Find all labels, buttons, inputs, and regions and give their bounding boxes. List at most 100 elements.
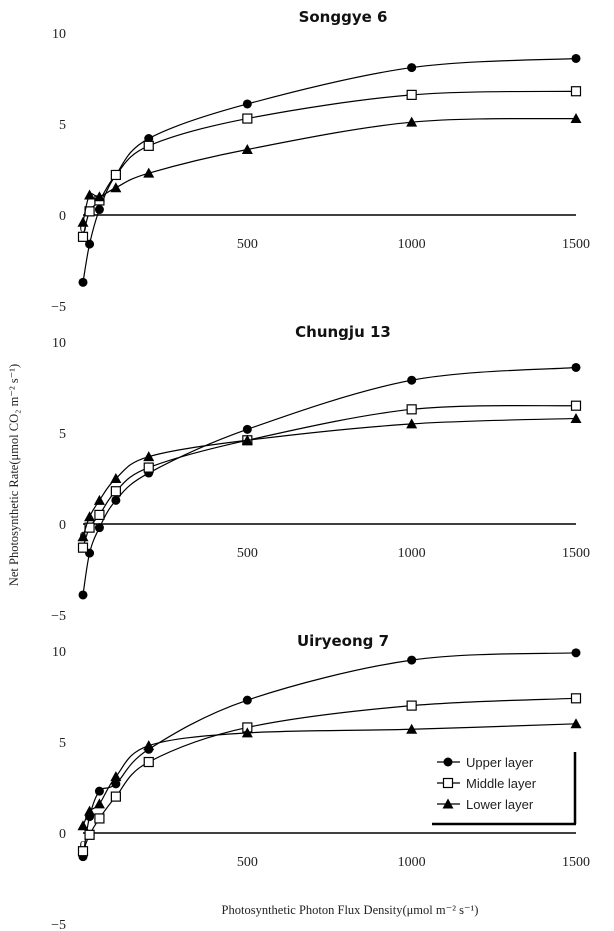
y-tick-label: 0	[59, 827, 66, 842]
data-point-circle	[78, 590, 88, 600]
y-tick-label: 5	[59, 427, 66, 442]
legend-marker-triangle	[442, 798, 454, 809]
data-point-triangle	[570, 113, 582, 124]
data-point-triangle	[406, 418, 418, 429]
data-point-triangle	[84, 189, 96, 200]
legend-marker-circle	[443, 757, 453, 767]
data-point-circle	[78, 277, 88, 287]
data-point-triangle	[84, 805, 96, 816]
legend-entries: Upper layer Middle layer Lower layer	[437, 755, 537, 812]
data-point-triangle	[406, 116, 418, 127]
data-point-square	[94, 813, 105, 824]
data-point-square	[406, 89, 417, 100]
x-tick-label: 1500	[562, 546, 590, 561]
legend-marker-square	[442, 777, 454, 789]
x-tick-label: 1000	[398, 855, 426, 870]
data-point-triangle	[84, 511, 96, 522]
y-tick-label: 10	[52, 27, 66, 42]
data-point-triangle	[93, 798, 105, 809]
data-point-square	[570, 400, 582, 411]
data-point-circle	[111, 779, 121, 789]
x-tick-label: 1500	[562, 237, 590, 252]
legend-label: Middle layer	[466, 776, 537, 791]
data-point-triangle	[143, 167, 155, 178]
x-tick-label: 1000	[398, 546, 426, 561]
data-point-triangle	[241, 143, 253, 154]
series-line	[82, 366, 577, 596]
y-tick-label: 0	[59, 209, 66, 224]
data-point-triangle	[110, 473, 122, 483]
data-point-circle	[111, 495, 121, 505]
data-point-triangle	[110, 771, 122, 782]
data-point-circle	[407, 63, 417, 73]
y-tick-label: −5	[51, 609, 66, 624]
data-point-square	[94, 509, 105, 520]
data-point-triangle	[241, 727, 253, 738]
data-point-square	[570, 693, 582, 704]
x-tick-label: 1000	[398, 237, 426, 252]
y-tick-label: 0	[59, 518, 66, 533]
legend: Upper layer Middle layer Lower layer	[432, 752, 577, 826]
data-point-square	[143, 462, 154, 473]
data-point-square	[242, 113, 253, 124]
y-tick-label: 5	[59, 118, 66, 133]
series-line	[82, 417, 577, 537]
data-point-circle	[94, 523, 104, 533]
data-point-triangle	[77, 216, 89, 227]
data-point-square	[406, 404, 417, 415]
chart-title: Uiryeong 7	[297, 632, 389, 650]
legend-label: Lower layer	[466, 797, 534, 812]
data-point-circle	[571, 53, 581, 63]
data-point-triangle	[110, 182, 122, 193]
data-point-square	[110, 791, 121, 802]
x-tick-label: 500	[237, 546, 258, 561]
data-point-triangle	[93, 191, 105, 202]
data-point-square	[84, 829, 95, 840]
data-point-square	[84, 206, 95, 217]
data-point-triangle	[143, 451, 155, 462]
data-point-circle	[242, 695, 252, 705]
data-point-circle	[571, 362, 581, 372]
data-point-circle	[242, 99, 252, 109]
data-point-triangle	[77, 531, 89, 542]
x-tick-label: 500	[237, 855, 258, 870]
data-point-circle	[242, 424, 252, 434]
data-point-circle	[94, 205, 104, 215]
data-point-triangle	[241, 434, 253, 445]
data-point-circle	[94, 786, 104, 796]
x-tick-label: 1500	[562, 855, 590, 870]
data-point-square	[143, 756, 154, 768]
chart-panels: Songgye 6 −5 0 5 10 500 1000 1500 0 Chungju 13 −5 0…	[51, 8, 590, 931]
data-point-triangle	[570, 412, 582, 423]
data-point-circle	[571, 648, 581, 658]
data-point-square	[77, 231, 89, 242]
chart-title: Songgye 6	[299, 8, 388, 26]
series-line	[82, 404, 577, 548]
chart-panel: Songgye 6 −5 0 5 10 500 1000 1500 0	[51, 8, 590, 315]
y-tick-label: 5	[59, 736, 66, 751]
data-point-square	[84, 522, 95, 533]
data-point-triangle	[570, 718, 582, 729]
data-point-square	[406, 700, 417, 711]
x-tick-label-origin: 0	[80, 221, 87, 236]
data-point-triangle	[406, 723, 418, 734]
y-tick-label: −5	[51, 300, 66, 315]
data-point-circle	[407, 655, 417, 665]
data-point-square	[143, 140, 154, 151]
chart-title: Chungju 13	[295, 323, 391, 341]
data-point-triangle	[143, 740, 155, 751]
x-axis-label: Photosynthetic Photon Flux Density(μmol …	[222, 903, 479, 917]
series-line	[82, 697, 577, 852]
data-point-circle	[407, 375, 417, 385]
data-point-square	[570, 86, 582, 97]
data-point-square	[77, 542, 89, 553]
data-point-triangle	[93, 494, 105, 505]
y-tick-label: 10	[52, 645, 66, 660]
data-point-square	[77, 846, 89, 857]
legend-label: Upper layer	[466, 755, 534, 770]
x-tick-label: 500	[237, 237, 258, 252]
y-axis-label: Net Photosynthetic Rate(μmol CO₂ m⁻² s⁻¹…	[7, 364, 21, 586]
